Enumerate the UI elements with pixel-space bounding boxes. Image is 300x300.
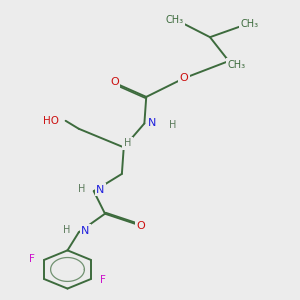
Text: CH₃: CH₃ — [240, 19, 258, 29]
Text: F: F — [29, 254, 35, 264]
Text: O: O — [179, 73, 188, 83]
Text: N: N — [81, 226, 90, 236]
Text: CH₃: CH₃ — [165, 15, 183, 25]
Text: H: H — [63, 225, 70, 235]
Text: N: N — [96, 185, 105, 195]
Text: N: N — [148, 118, 156, 128]
Text: CH₃: CH₃ — [227, 60, 245, 70]
Text: H: H — [124, 138, 131, 148]
Text: F: F — [100, 275, 106, 285]
Text: HO: HO — [43, 116, 58, 126]
Text: O: O — [136, 221, 145, 231]
Text: H: H — [169, 120, 176, 130]
Text: O: O — [110, 77, 119, 87]
Text: H: H — [78, 184, 85, 194]
